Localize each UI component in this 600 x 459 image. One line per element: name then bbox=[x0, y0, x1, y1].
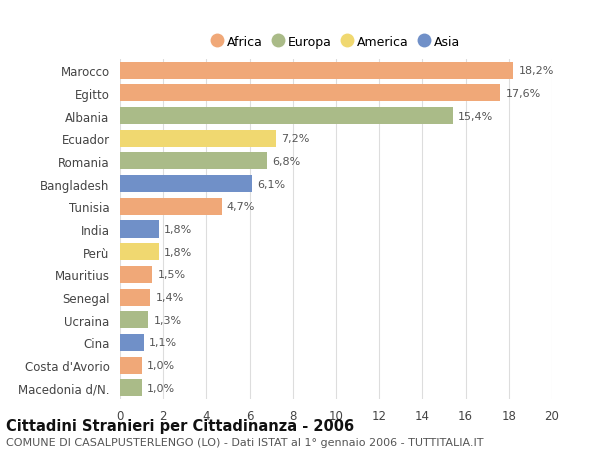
Text: 1,0%: 1,0% bbox=[147, 383, 175, 393]
Bar bbox=[120, 108, 452, 125]
Text: 17,6%: 17,6% bbox=[506, 89, 541, 99]
Text: 7,2%: 7,2% bbox=[281, 134, 309, 144]
Text: 6,8%: 6,8% bbox=[272, 157, 301, 167]
Text: 1,8%: 1,8% bbox=[164, 247, 193, 257]
Bar bbox=[120, 85, 500, 102]
Text: Cittadini Stranieri per Cittadinanza - 2006: Cittadini Stranieri per Cittadinanza - 2… bbox=[6, 418, 354, 433]
Bar bbox=[120, 357, 142, 374]
Bar bbox=[120, 153, 267, 170]
Bar bbox=[120, 221, 159, 238]
Text: 1,3%: 1,3% bbox=[154, 315, 182, 325]
Text: 18,2%: 18,2% bbox=[518, 66, 554, 76]
Text: 4,7%: 4,7% bbox=[227, 202, 255, 212]
Text: 15,4%: 15,4% bbox=[458, 111, 493, 121]
Text: 1,0%: 1,0% bbox=[147, 360, 175, 370]
Text: 1,4%: 1,4% bbox=[155, 292, 184, 302]
Text: 1,8%: 1,8% bbox=[164, 224, 193, 235]
Bar bbox=[120, 198, 221, 215]
Bar bbox=[120, 62, 513, 79]
Text: COMUNE DI CASALPUSTERLENGO (LO) - Dati ISTAT al 1° gennaio 2006 - TUTTITALIA.IT: COMUNE DI CASALPUSTERLENGO (LO) - Dati I… bbox=[6, 437, 484, 447]
Text: 1,5%: 1,5% bbox=[158, 270, 186, 280]
Bar bbox=[120, 334, 144, 351]
Bar bbox=[120, 312, 148, 329]
Bar bbox=[120, 130, 275, 147]
Text: 1,1%: 1,1% bbox=[149, 338, 177, 348]
Bar bbox=[120, 244, 159, 261]
Text: 6,1%: 6,1% bbox=[257, 179, 285, 189]
Legend: Africa, Europa, America, Asia: Africa, Europa, America, Asia bbox=[208, 32, 464, 52]
Bar bbox=[120, 380, 142, 397]
Bar bbox=[120, 266, 152, 283]
Bar bbox=[120, 289, 150, 306]
Bar bbox=[120, 176, 252, 193]
